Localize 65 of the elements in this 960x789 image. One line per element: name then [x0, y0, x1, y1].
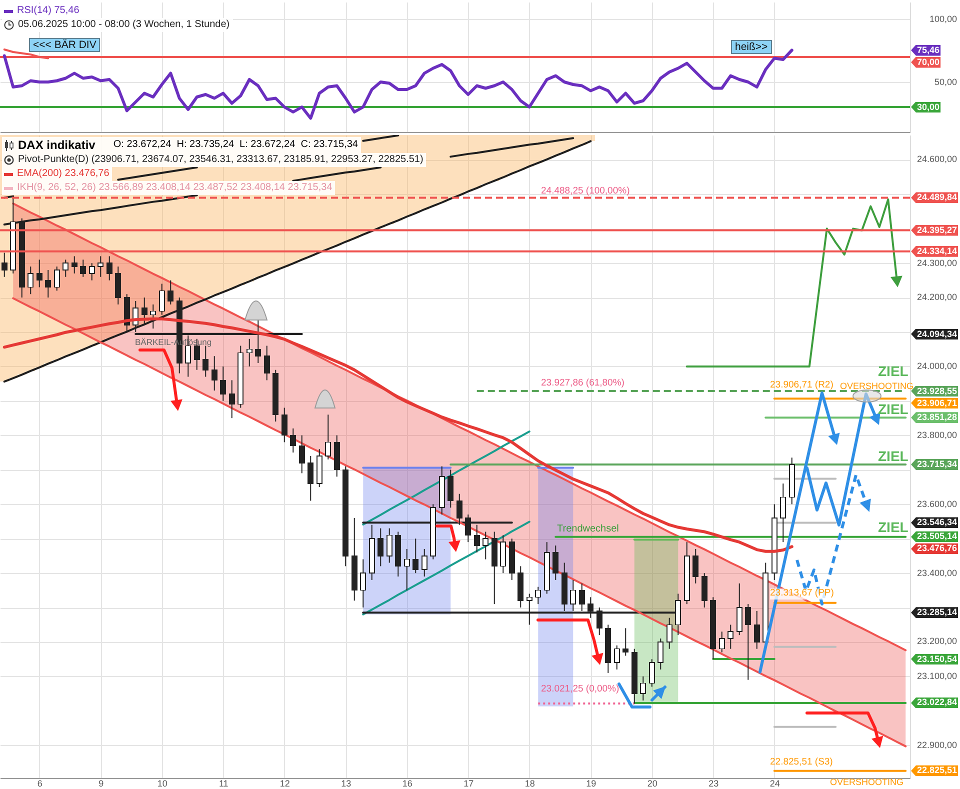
annotation: ZIEL	[878, 400, 908, 417]
text: 23.150,54	[911, 654, 958, 664]
legend-label: RSI(14) 75,46	[17, 4, 80, 18]
x-tick-label: 16	[402, 778, 412, 788]
text: 75,46	[911, 44, 941, 56]
y-tick-label: 23.800,00	[916, 430, 957, 441]
annotation: ZIEL	[878, 362, 908, 380]
y-tick-label: 24.000,00	[916, 360, 957, 372]
annotation: Pivot-Punkte(D) (23906.71, 23674.07, 23546.31, 23313.67, 23185.91, 22953.27, 22825.51)	[18, 153, 424, 167]
ref-line-label: 24.334,14	[911, 246, 958, 257]
y-tick-label: 23.100,00	[916, 670, 957, 682]
y-tick-label: 22.900,00	[916, 740, 957, 751]
data-label: 23.715,34	[911, 458, 958, 470]
annotation: 22.825,51 (S3)	[770, 756, 833, 768]
annotation: IKH(9, 26, 52, 26) 23.566,89 23.408,14 23.487,52 23.408,14 23.715,34	[17, 181, 332, 195]
data-label: 23.928,55	[917, 386, 958, 396]
y-tick-label: 24.600,00	[916, 154, 957, 166]
annotation: OVERSHOOTING	[830, 776, 904, 788]
x-tick-label: 23	[708, 778, 719, 788]
y-tick-label: 100,00	[928, 14, 957, 25]
data-label: 23.851,28	[911, 412, 958, 424]
data-label: 22.825,51	[911, 765, 958, 776]
legend-label: EMA(200) 23.476,76	[17, 167, 110, 181]
annotation: heiß>>	[731, 40, 772, 54]
annotation: 23.021,25 (0,00%)	[541, 684, 620, 696]
x-tick-label: 10	[157, 778, 168, 788]
x-tick-label: 17	[464, 778, 474, 788]
ref-line-label: 24.395,27	[911, 224, 958, 236]
annotation: 24.488,25 (100,00%)	[541, 186, 630, 198]
data-label: 23.022,84	[911, 697, 958, 708]
annotation: 23.906,71 (R2)	[770, 380, 834, 392]
y-tick-label: 23.400,00	[916, 568, 957, 579]
x-tick-label: 13	[341, 778, 352, 788]
ref-line-label: 24.489,84	[911, 192, 958, 204]
data-label: 23.505,14	[911, 531, 958, 542]
x-tick-label: 20	[647, 778, 658, 788]
x-tick-label: 19	[586, 778, 596, 788]
ref-line-label: 70,00	[911, 56, 941, 68]
y-tick-label: 23.600,00	[916, 498, 957, 510]
x-tick-label: 9	[98, 778, 104, 788]
annotation: Trendwechsel	[557, 523, 619, 535]
x-tick-label: 18	[524, 778, 535, 788]
x-tick-label: 24	[770, 778, 780, 788]
annotation: OVERSHOOTING	[840, 380, 914, 392]
annotation: 23.927,86 (61,80%)	[541, 378, 624, 390]
y-tick-label: 50,00	[933, 76, 957, 88]
text: 05.06.2025 10:00 - 08:00 (3 Wochen, 1 Stunde)	[18, 18, 230, 32]
chart-title: DAX indikativ	[18, 138, 96, 152]
chart-subtitle: O: 23.672,24 H: 23.735,24 L: 23.672,24 C: 23.715,34	[113, 138, 358, 152]
y-tick-label: 24.200,00	[916, 292, 957, 304]
annotation: <<< BÄR DIV	[29, 37, 100, 52]
text: 23.546,34	[911, 517, 958, 528]
text: 24.094,34	[911, 328, 958, 340]
y-tick-label: 23.200,00	[916, 636, 957, 648]
data-label: 23.906,71	[911, 398, 958, 409]
text: 23.476,76	[911, 543, 958, 554]
y-tick-label: 24.300,00	[916, 258, 957, 269]
x-tick-label: 6	[37, 778, 42, 788]
x-tick-label: 12	[280, 778, 290, 788]
annotation: ZIEL	[878, 448, 908, 464]
ref-line-label: 30,00	[911, 102, 941, 112]
annotation: ZIEL	[878, 518, 908, 536]
text: 23.285,14	[911, 607, 958, 618]
x-tick-label: 11	[218, 778, 228, 788]
annotation: 23.313,67 (PP)	[770, 588, 834, 600]
